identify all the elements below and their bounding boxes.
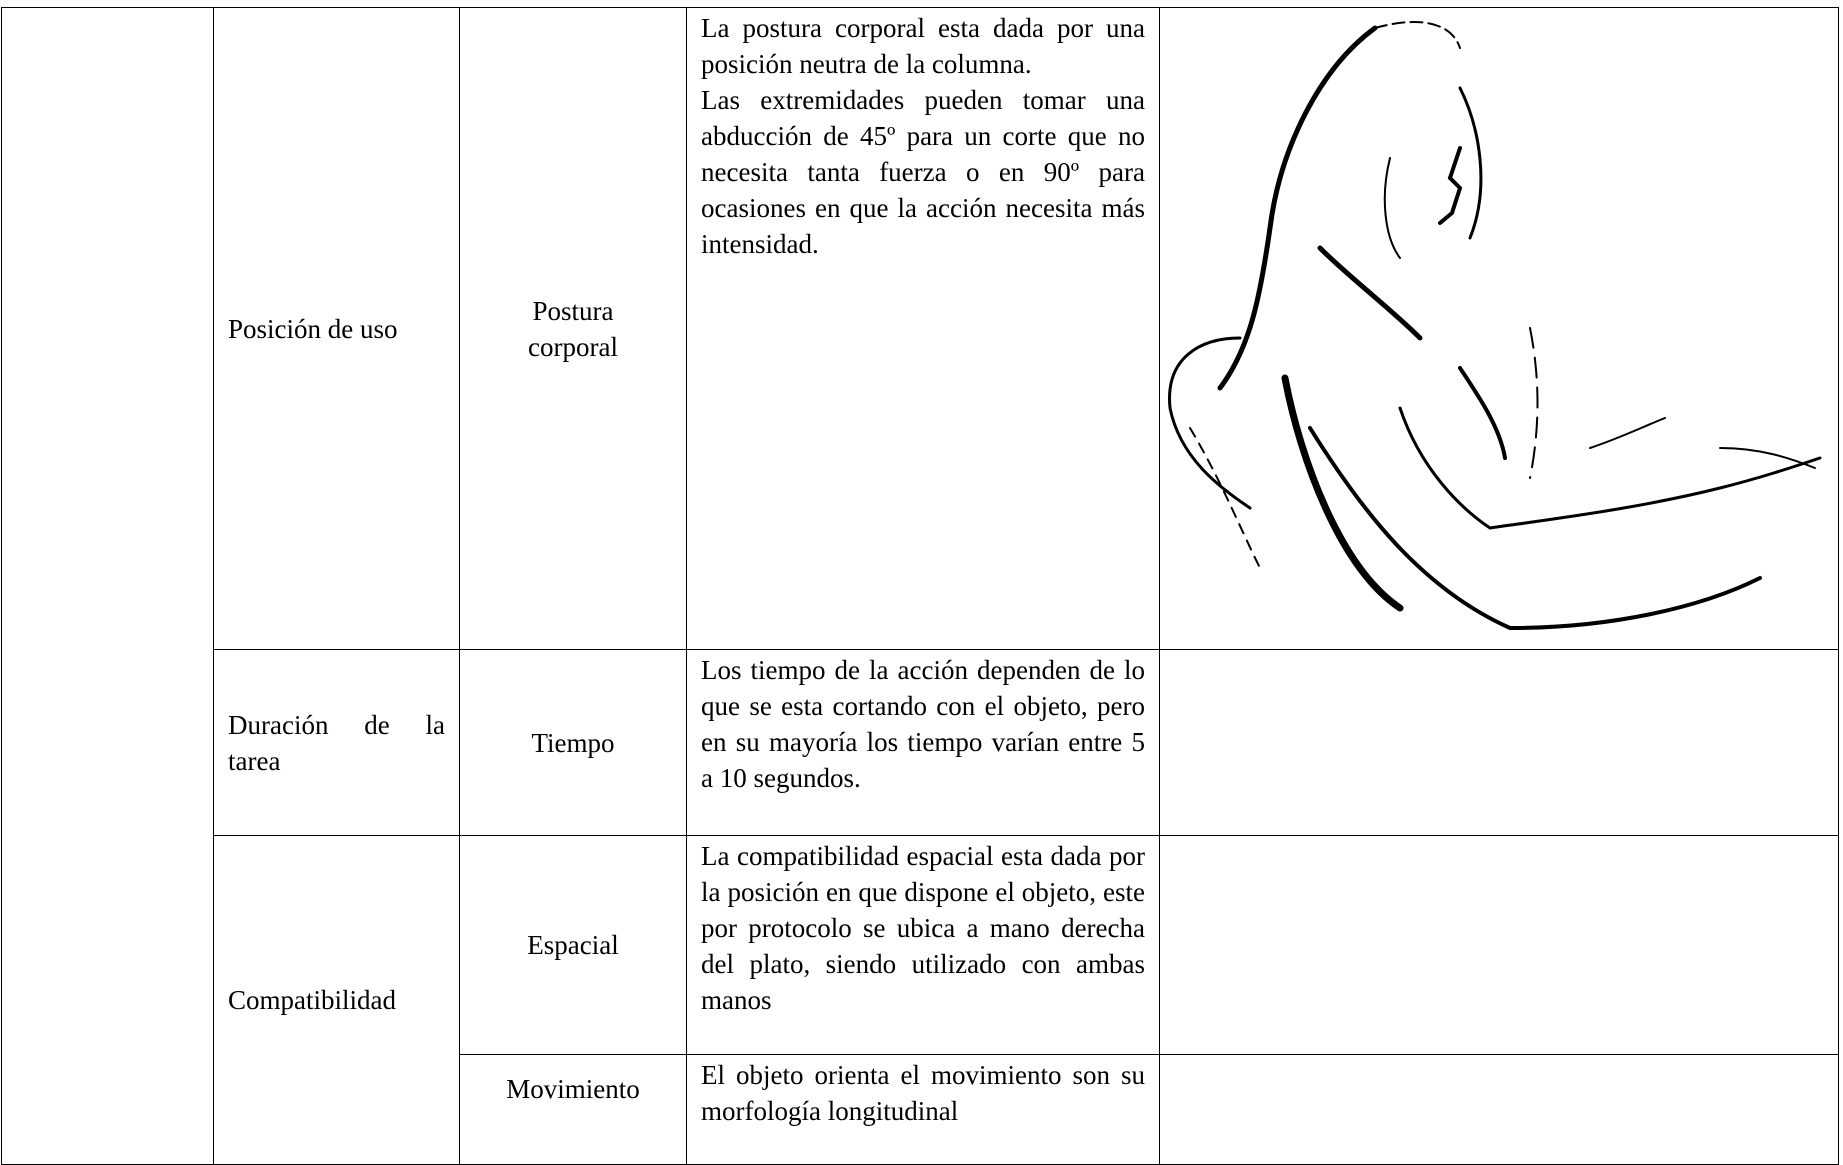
description-paragraph: La compatibilidad espacial esta dada por… bbox=[701, 841, 1145, 1015]
description-paragraph: La postura corporal esta dada por una po… bbox=[701, 13, 1145, 79]
page: Posición de uso Postura corporal La post… bbox=[1, 7, 1839, 1165]
sketch-cell bbox=[1159, 7, 1839, 650]
table-row: Posición de uso Postura corporal La post… bbox=[1, 7, 1839, 1165]
aspect-cell: Movimiento bbox=[459, 1054, 687, 1165]
description-cell: La compatibilidad espacial esta dada por… bbox=[686, 835, 1160, 1055]
aspect-cell: Postura corporal bbox=[459, 7, 687, 650]
description-cell: La postura corporal esta dada por una po… bbox=[686, 7, 1160, 650]
description-cell: El objeto orienta el movimiento son su m… bbox=[686, 1054, 1160, 1165]
empty-cell bbox=[1159, 835, 1839, 1055]
empty-cell bbox=[1159, 1054, 1839, 1165]
posture-sketch bbox=[1168, 21, 1822, 631]
empty-cell bbox=[1159, 649, 1839, 836]
empty-cell bbox=[1, 7, 214, 1165]
factor-cell: Duración de la tarea bbox=[213, 649, 460, 836]
description-paragraph: Las extremidades pueden tomar una abducc… bbox=[701, 85, 1145, 259]
factor-cell: Compatibilidad bbox=[213, 835, 460, 1165]
description-cell: Los tiempo de la acción dependen de lo q… bbox=[686, 649, 1160, 836]
aspect-cell: Espacial bbox=[459, 835, 687, 1055]
description-paragraph: Los tiempo de la acción dependen de lo q… bbox=[701, 655, 1145, 793]
table-row: Compatibilidad Espacial La compatibilida… bbox=[2, 835, 1839, 1165]
factor-cell: Posición de uso bbox=[213, 7, 460, 650]
ergonomics-table: Posición de uso Postura corporal La post… bbox=[1, 7, 1839, 1165]
description-paragraph: El objeto orienta el movimiento son su m… bbox=[701, 1060, 1145, 1126]
table-row: Duración de la tarea Tiempo Los tiempo d… bbox=[2, 649, 1839, 836]
aspect-cell: Tiempo bbox=[459, 649, 687, 836]
aspect-text: Postura corporal bbox=[528, 295, 618, 362]
